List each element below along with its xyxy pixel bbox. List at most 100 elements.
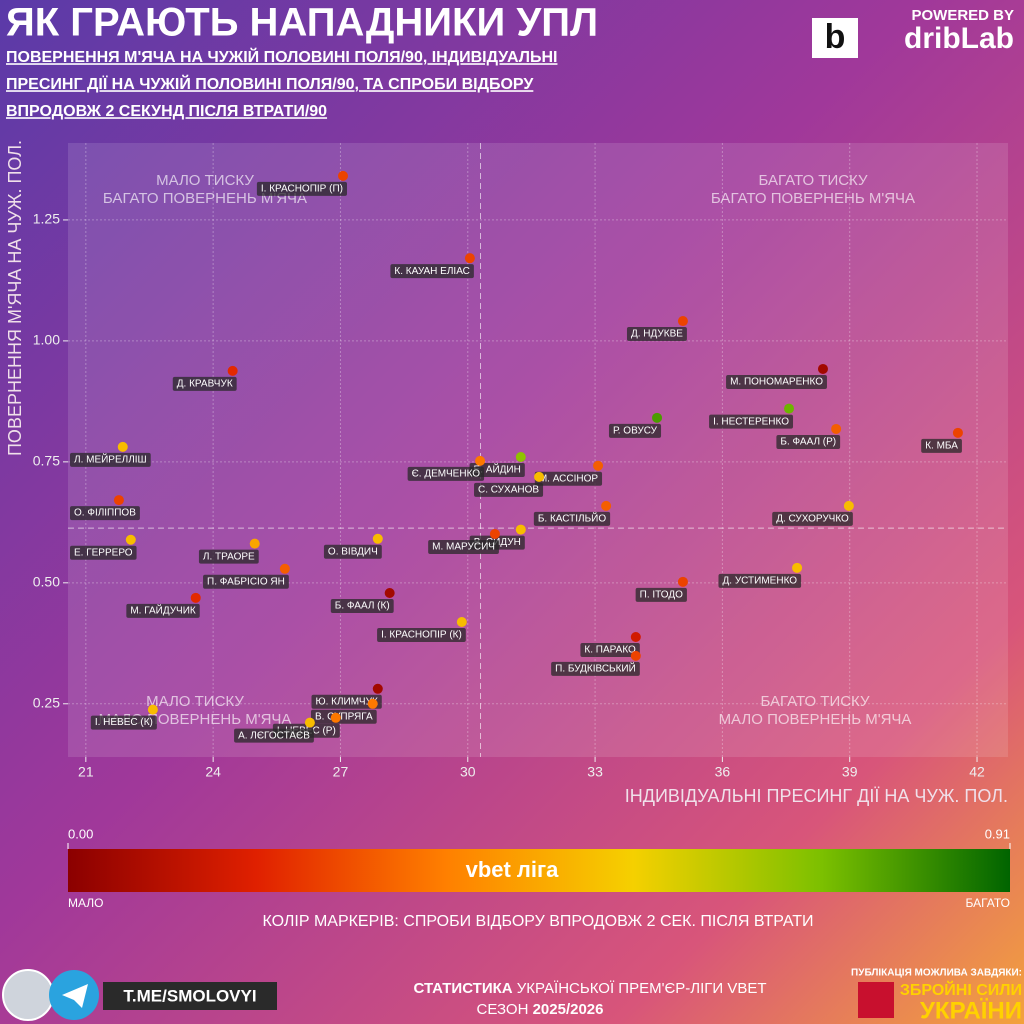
- colorbar-logo: vbet ліга: [466, 857, 560, 882]
- point-label-group: Л. МЕЙРЕЛЛІШ: [70, 452, 151, 467]
- point-label-group: М. МАРУСИЧ: [428, 539, 499, 554]
- point-label-box: [256, 181, 347, 196]
- point-label: К. КАУАН ЕЛІАС: [394, 266, 469, 277]
- point: [117, 441, 128, 452]
- point-label-group: М. ПОНОМАРЕНКО: [726, 374, 827, 389]
- point: [677, 316, 688, 327]
- point: [652, 412, 663, 423]
- point-label: І. НЕВЕС (К): [95, 717, 153, 728]
- season-label: СЕЗОН: [477, 1001, 529, 1018]
- x-tick-label: 42: [969, 764, 985, 780]
- point-label-group: Д. СУХОРУЧКО: [772, 511, 853, 526]
- season: 2025/2026: [533, 1001, 604, 1018]
- point: [113, 495, 124, 506]
- point-label: М. АССІНОР: [539, 473, 599, 484]
- quadrant-label: БАГАТО ПОВЕРНЕНЬ М'ЯЧА: [711, 190, 915, 207]
- colorbar-tick-label: 0.91: [985, 826, 1010, 841]
- point-label-box: [772, 511, 853, 526]
- quadrant-label: БАГАТО ПОВЕРНЕНЬ М'ЯЧА: [103, 190, 307, 207]
- point-label: А. ЛЄГОСТАЄВ: [238, 730, 310, 741]
- point-label-box: [390, 264, 474, 279]
- point: [372, 533, 383, 544]
- quadrant-label: МАЛО ТИСКУ: [156, 172, 254, 189]
- point-label-box: [407, 466, 485, 481]
- subtitle-line: ПРЕСИНГ ДІЇ НА ЧУЖІЙ ПОЛОВИНІ ПОЛЯ/90, Т…: [6, 74, 534, 93]
- point-label: Д. КРАВЧУК: [177, 379, 233, 390]
- point-label-group: Ю. КЛИМЧУК: [311, 694, 382, 709]
- point-label-box: [718, 573, 802, 588]
- point: [593, 460, 604, 471]
- point-label: П. БУДКІВСЬКИЙ: [555, 662, 636, 675]
- point: [475, 455, 486, 466]
- point-label-box: [70, 545, 137, 560]
- point-label: Б. ФААЛ (К): [335, 601, 390, 612]
- point-label: Б. КАСТІЛЬЙО: [538, 512, 606, 525]
- point-label-box: [709, 414, 794, 429]
- point-label: К. МБА: [925, 440, 958, 451]
- point-label-group: А. ЛЄГОСТАЄВ: [234, 728, 314, 743]
- x-tick-label: 30: [460, 764, 476, 780]
- point-label-group: П. ФАБРІСІО ЯН: [203, 574, 289, 589]
- point-label: Л. ТРАОРЕ: [203, 551, 255, 562]
- point-label-group: Б. КАСТІЛЬЙО: [533, 512, 611, 526]
- point-label-box: [198, 549, 259, 564]
- point-label-group: В. СУПРЯГА: [310, 709, 377, 724]
- x-tick-label: 33: [587, 764, 603, 780]
- point: [367, 698, 378, 709]
- y-tick-label: 1.25: [33, 211, 60, 227]
- x-tick-label: 39: [842, 764, 858, 780]
- point-label-box: [921, 438, 962, 453]
- point-label-box: [635, 587, 687, 602]
- brand-logo: [812, 18, 858, 58]
- plot-area: [68, 143, 1008, 757]
- colorbar-caption: КОЛІР МАРКЕРІВ: СПРОБИ ВІДБОРУ ВПРОДОВЖ …: [262, 913, 813, 930]
- colorbar-tick-label: 0.00: [68, 826, 93, 841]
- colorbar-low-label: МАЛО: [68, 896, 103, 910]
- footer-stats: СТАТИСТИКА УКРАЇНСЬКОЇ ПРЕМ'ЄР-ЛІГИ VBET: [414, 980, 767, 997]
- point-label-group: Е. ГЕРРЕРО: [70, 545, 137, 560]
- point: [227, 365, 238, 376]
- point-label-box: [310, 709, 377, 724]
- point: [249, 538, 260, 549]
- handle: T.ME/SMOLOVYI: [123, 986, 256, 1005]
- point: [843, 500, 854, 511]
- point-label-group: Д. КРАВЧУК: [172, 376, 237, 391]
- colorbar: [68, 849, 1010, 892]
- point-label-box: [474, 482, 544, 497]
- point: [384, 587, 395, 598]
- point-label-box: [330, 598, 394, 613]
- title: ЯК ГРАЮТЬ НАПАДНИКИ УПЛ: [6, 1, 598, 45]
- point: [515, 524, 526, 535]
- y-tick-label: 0.75: [33, 453, 60, 469]
- point: [534, 471, 545, 482]
- footer-stats-rest: УКРАЇНСЬКОЇ ПРЕМ'ЄР-ЛІГИ VBET: [517, 980, 767, 997]
- point-label-box: [776, 434, 841, 449]
- point: [304, 717, 315, 728]
- point-label-group: І. НЕСТЕРЕНКО: [709, 414, 794, 429]
- y-tick-label: 0.50: [33, 574, 60, 590]
- point-label: І. НЕСТЕРЕНКО: [713, 416, 789, 427]
- footer-season: СЕЗОН 2025/2026: [477, 1001, 604, 1018]
- point-label-group: Д. УСТИМЕНКО: [718, 573, 802, 588]
- point-label: С. СУХАНОВ: [478, 484, 539, 495]
- quadrant-label: МАЛО ПОВЕРНЕНЬ М'ЯЧА: [719, 711, 912, 728]
- quadrant-label: БАГАТО ТИСКУ: [758, 172, 867, 189]
- support-note: ПУБЛІКАЦІЯ МОЖЛИВА ЗАВДЯКИ:: [851, 968, 1022, 979]
- point: [125, 534, 136, 545]
- point-label-box: [70, 452, 151, 467]
- subtitle-line: ВПРОДОВЖ 2 СЕКУНД ПІСЛЯ ВТРАТИ/90: [6, 103, 327, 120]
- point-label-group: М. АССІНОР: [534, 471, 603, 486]
- point-label-box: [377, 628, 466, 643]
- point: [630, 632, 641, 643]
- point: [489, 528, 500, 539]
- subtitle-line: ПОВЕРНЕННЯ М'ЯЧА НА ЧУЖІЙ ПОЛОВИНІ ПОЛЯ/…: [6, 47, 557, 66]
- point-label-box: [726, 374, 827, 389]
- x-tick-label: 27: [333, 764, 349, 780]
- support-1: ЗБРОЙНІ СИЛИ: [900, 980, 1022, 999]
- plot: 21 24 27 30 33 36 39 42 0.25 0.50 0.75 1.00 1.25 МАЛО…: [33, 143, 1008, 780]
- point: [677, 576, 688, 587]
- point-label-box: [323, 544, 382, 559]
- point: [831, 423, 842, 434]
- x-tick-label: 36: [715, 764, 731, 780]
